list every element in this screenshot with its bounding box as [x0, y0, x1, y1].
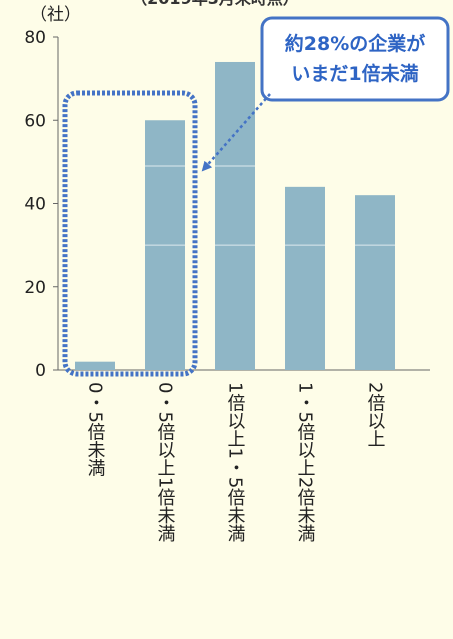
- bar: [285, 186, 325, 370]
- x-tick-label: 1倍以上1・5倍未満: [225, 382, 246, 543]
- bar: [75, 361, 115, 370]
- y-tick-label: 20: [24, 278, 46, 298]
- bar: [355, 195, 395, 370]
- y-tick-label: 40: [24, 195, 46, 215]
- x-tick-label: 0・5倍以上1倍未満: [155, 382, 176, 543]
- x-tick-label: 2倍以上: [365, 382, 386, 447]
- y-axis-unit-label: （社）: [30, 5, 81, 25]
- x-tick-label: 1・5倍以上2倍未満: [295, 382, 316, 543]
- chart-title: （2019年3月末時点）: [131, 0, 299, 8]
- annotation-text: いまだ1倍未満: [291, 62, 418, 85]
- y-tick-label: 60: [24, 111, 46, 131]
- annotation-box: [260, 16, 450, 102]
- y-tick-label: 80: [24, 28, 46, 48]
- annotation-arrow: [201, 93, 271, 172]
- bar: [215, 61, 255, 370]
- highlight-box: [62, 90, 198, 377]
- annotation-text: 約28%の企業が: [285, 32, 425, 55]
- y-tick-label: 0: [35, 361, 46, 381]
- x-tick-label: 0・5倍未満: [85, 382, 106, 478]
